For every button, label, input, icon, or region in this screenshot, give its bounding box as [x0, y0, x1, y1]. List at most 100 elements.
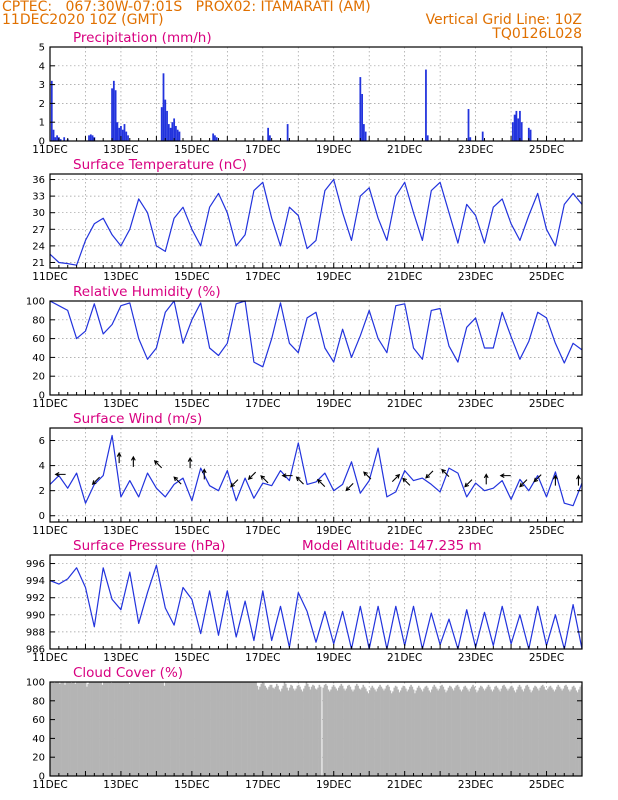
y-tick-label: 27 — [32, 225, 45, 236]
wind-arrow — [91, 476, 100, 485]
cloud-bar — [531, 690, 534, 776]
cloud-bar — [122, 682, 124, 776]
cloud-bar — [102, 682, 105, 776]
series-line — [49, 434, 583, 507]
cloud-bar — [539, 687, 541, 776]
cloud-bar — [398, 692, 401, 776]
cloud-bar — [463, 686, 465, 776]
cloud-bar — [359, 689, 362, 776]
cloud-bar — [217, 682, 220, 776]
cloud-bar — [188, 682, 190, 776]
cloud-bar — [74, 683, 77, 776]
precip-bar — [515, 110, 518, 141]
cloud-bar — [152, 682, 154, 776]
cloud-bar — [505, 688, 508, 776]
cloud-bar — [525, 685, 527, 776]
cloud-bar — [162, 682, 164, 776]
cloud-bar — [445, 692, 447, 776]
cloud-bar — [473, 686, 476, 776]
x-tick-label: 21DEC — [387, 271, 422, 283]
cloud-bar — [496, 687, 499, 776]
cloud-bar — [312, 684, 314, 776]
precip-bar — [362, 124, 365, 141]
cloud-bar — [203, 682, 206, 776]
x-tick-label: 19DEC — [316, 398, 351, 410]
wind-arrow — [317, 478, 326, 488]
cloud-bar — [226, 682, 229, 776]
x-tick-label: 23DEC — [458, 398, 493, 410]
cloud-bar — [322, 687, 325, 776]
cloud-bar — [287, 690, 290, 776]
x-tick-label: 17DEC — [245, 652, 280, 664]
precip-bar — [426, 135, 429, 141]
precip-bar — [91, 135, 94, 141]
cloud-bar — [317, 687, 319, 776]
cloud-bar — [194, 682, 197, 776]
cloud-bar — [110, 682, 113, 776]
cloud-bar — [553, 691, 556, 776]
cloud-bar — [265, 687, 268, 776]
cloud-bar — [394, 685, 397, 776]
wind-arrow — [173, 476, 182, 485]
cloud-bar — [166, 682, 168, 776]
plot-area — [50, 47, 582, 141]
cloud-bar — [189, 682, 192, 776]
x-tick-label: 15DEC — [174, 525, 209, 537]
cloud-bar — [387, 684, 389, 776]
cloud-bar — [121, 682, 123, 776]
cloud-bar — [446, 690, 449, 776]
cloud-bar — [68, 682, 70, 776]
wind-arrow — [391, 473, 401, 483]
panel-title: Surface Pressure (hPa) — [73, 538, 226, 554]
cloud-bar — [340, 683, 343, 776]
wind-arrow — [402, 477, 411, 486]
cloud-bar — [341, 685, 344, 776]
wind-arrow — [230, 479, 239, 488]
cloud-bar — [352, 691, 354, 776]
cloud-bar — [250, 682, 252, 776]
cloud-bar — [556, 686, 558, 776]
plot-area — [50, 301, 582, 395]
cloud-bar — [380, 686, 383, 776]
y-tick-label: 986 — [26, 645, 45, 656]
cloud-bar — [477, 690, 479, 776]
cloud-bar — [549, 685, 552, 776]
precip-bar — [63, 137, 66, 141]
cloud-bar — [483, 690, 486, 776]
y-tick-label: 21 — [32, 258, 45, 269]
cloud-bar — [66, 682, 69, 776]
cloud-bar — [518, 684, 521, 776]
precip-bar — [166, 110, 168, 141]
cloud-bar — [401, 687, 403, 776]
cloud-bar — [86, 686, 88, 776]
cloud-bar — [454, 687, 456, 776]
cloud-bar — [114, 682, 117, 776]
cloud-bar — [228, 682, 230, 776]
cloud-bar — [179, 682, 181, 776]
cloud-bar — [439, 685, 442, 776]
precip-bar — [125, 131, 128, 141]
cloud-bar — [507, 690, 509, 776]
cloud-bar — [390, 693, 393, 776]
precip-bar — [171, 122, 174, 141]
cloud-bar — [123, 682, 126, 776]
cloud-bar — [331, 686, 334, 776]
cloud-bar — [408, 686, 411, 776]
cloud-bar — [278, 689, 281, 776]
x-tick-label: 13DEC — [103, 271, 138, 283]
cloud-bar — [500, 688, 503, 776]
y-tick-label: 0 — [39, 511, 45, 522]
cloud-bar — [104, 682, 106, 776]
cloud-bar — [199, 682, 202, 776]
wind-arrow — [533, 474, 542, 483]
cloud-bar — [399, 690, 402, 776]
wind-arrow — [499, 473, 511, 479]
wind-arrow — [281, 473, 293, 479]
cloud-bar — [243, 682, 246, 776]
cloud-bar — [100, 682, 102, 776]
y-tick-label: 20 — [32, 753, 45, 764]
cloud-bar — [449, 685, 451, 776]
cloud-bar — [481, 686, 483, 776]
wind-arrow — [116, 451, 122, 464]
y-tick-label: 3 — [39, 80, 45, 91]
